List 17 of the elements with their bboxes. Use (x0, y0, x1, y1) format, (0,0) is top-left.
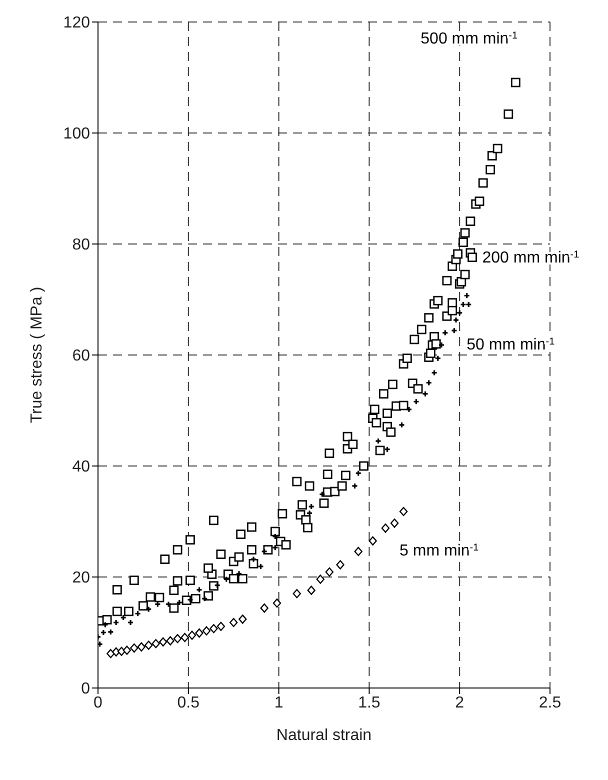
y-tick-label: 100 (63, 126, 90, 143)
y-tick-label: 0 (81, 680, 90, 698)
y-tick-label: 20 (72, 570, 90, 587)
y-tick-label: 80 (72, 236, 90, 254)
series-label: 200 mm min$^{-1}$ (482, 248, 580, 266)
y-tick-label: 60 (72, 348, 90, 365)
x-tick-label: 2 (455, 694, 464, 712)
y-tick-label: 120 (63, 14, 90, 32)
y-tick-label: 40 (72, 458, 90, 476)
x-tick-label: 0 (94, 694, 103, 712)
x-axis-title: Natural strain (276, 727, 372, 744)
x-tick-label: 2.5 (538, 694, 562, 712)
x-tick-label: 1 (274, 694, 284, 712)
y-axis-title: True stress ( MPa ) (28, 286, 46, 424)
x-tick-label: 0.5 (177, 694, 200, 712)
x-tick-label: 1.5 (358, 694, 380, 712)
series-label: 500 mm min$^{-1}$ (420, 30, 518, 48)
